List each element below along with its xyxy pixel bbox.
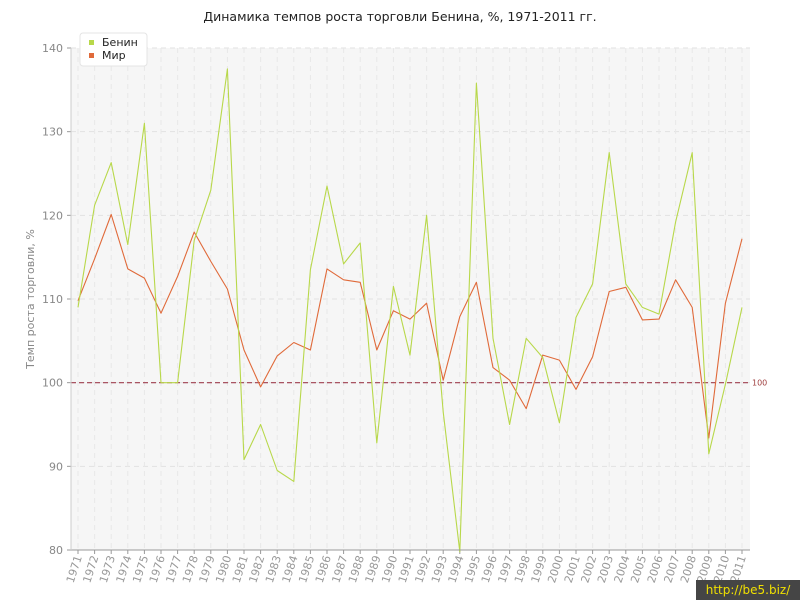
x-axis-ticks: 1971197219731974197519761977197819791980…	[64, 550, 749, 585]
legend-swatch	[89, 53, 94, 58]
legend-box	[79, 32, 148, 67]
y-axis-label: Темп роста торговли, %	[24, 229, 37, 370]
series-lines	[77, 68, 743, 553]
y-tick-label: 120	[42, 209, 63, 222]
y-tick-label: 130	[42, 126, 63, 139]
reference-line-label: 100	[752, 379, 767, 388]
watermark[interactable]: http://be5.biz/	[696, 580, 800, 600]
y-tick-label: 80	[49, 544, 63, 557]
legend-entry: Мир	[102, 49, 126, 62]
series-line-world	[77, 213, 743, 439]
legend-entry: Бенин	[102, 36, 138, 49]
y-tick-label: 90	[49, 460, 63, 473]
series-line-benin	[77, 68, 743, 553]
grid	[71, 47, 750, 550]
chart-title: Динамика темпов роста торговли Бенина, %…	[203, 9, 596, 24]
legend-swatch	[89, 40, 94, 45]
y-tick-label: 100	[42, 377, 63, 390]
y-axis-ticks: 80 90 100 110 120 130 140	[42, 42, 71, 557]
reference-line: 100	[71, 379, 767, 388]
y-tick-label: 110	[42, 293, 63, 306]
y-tick-label: 140	[42, 42, 63, 55]
